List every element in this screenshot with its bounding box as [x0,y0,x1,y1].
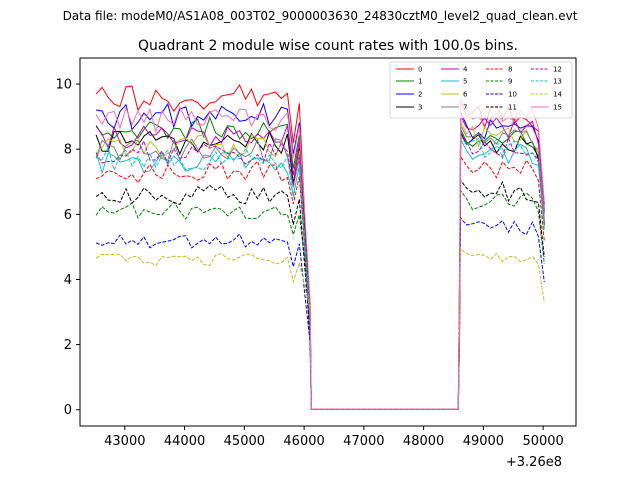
x-tick-label: 46000 [283,434,324,449]
legend-label-9: 9 [508,78,512,86]
series-line-6 [95,122,545,410]
legend-label-15: 15 [553,104,562,112]
legend-label-1: 1 [418,78,422,86]
x-tick-label: 50000 [522,434,563,449]
legend-label-14: 14 [553,91,562,99]
y-tick-label: 6 [64,208,72,223]
series-line-8 [95,155,545,410]
legend-label-8: 8 [508,66,512,74]
legend-label-5: 5 [463,78,467,86]
y-tick-label: 2 [64,338,72,353]
legend-label-6: 6 [463,91,468,99]
legend-frame [389,61,573,119]
series-line-11 [95,179,545,410]
x-tick-label: 43000 [104,434,145,449]
x-tick-label: 48000 [403,434,444,449]
y-tick-label: 0 [64,403,72,418]
y-tick-label: 8 [64,143,72,158]
series-line-14 [95,248,545,410]
legend-label-0: 0 [418,66,422,74]
series-line-7 [95,123,545,410]
series-line-9 [95,189,545,410]
legend-label-7: 7 [463,104,467,112]
series-line-2 [96,102,545,410]
axes-frame [79,57,577,427]
legend-label-10: 10 [508,91,517,99]
legend-label-13: 13 [553,78,562,86]
legend-label-12: 12 [553,66,562,74]
chart-title: Quadrant 2 module wise count rates with … [138,38,518,54]
y-tick-label: 10 [55,78,72,93]
chart-suptitle: Data file: modeM0/AS1A08_003T02_90000036… [63,9,578,23]
axis-ticks: 43000 44000 45000 46000 47000 48000 49000 50000… [55,78,563,449]
series-line-10 [95,216,545,410]
x-offset-label: +3.26e8 [506,455,562,470]
x-tick-label: 49000 [463,434,504,449]
legend-label-11: 11 [508,104,517,112]
series-line-15 [95,96,545,410]
series-line-12 [95,131,545,410]
x-tick-label: 45000 [224,434,265,449]
legend-label-3: 3 [418,104,422,112]
x-tick-label: 44000 [164,434,205,449]
x-tick-label: 47000 [343,434,384,449]
y-tick-label: 4 [64,273,72,288]
legend-label-2: 2 [418,91,422,99]
legend-label-4: 4 [463,66,468,74]
plot-area [95,83,545,410]
series-line-13 [95,134,545,410]
series-line-4 [95,115,545,410]
